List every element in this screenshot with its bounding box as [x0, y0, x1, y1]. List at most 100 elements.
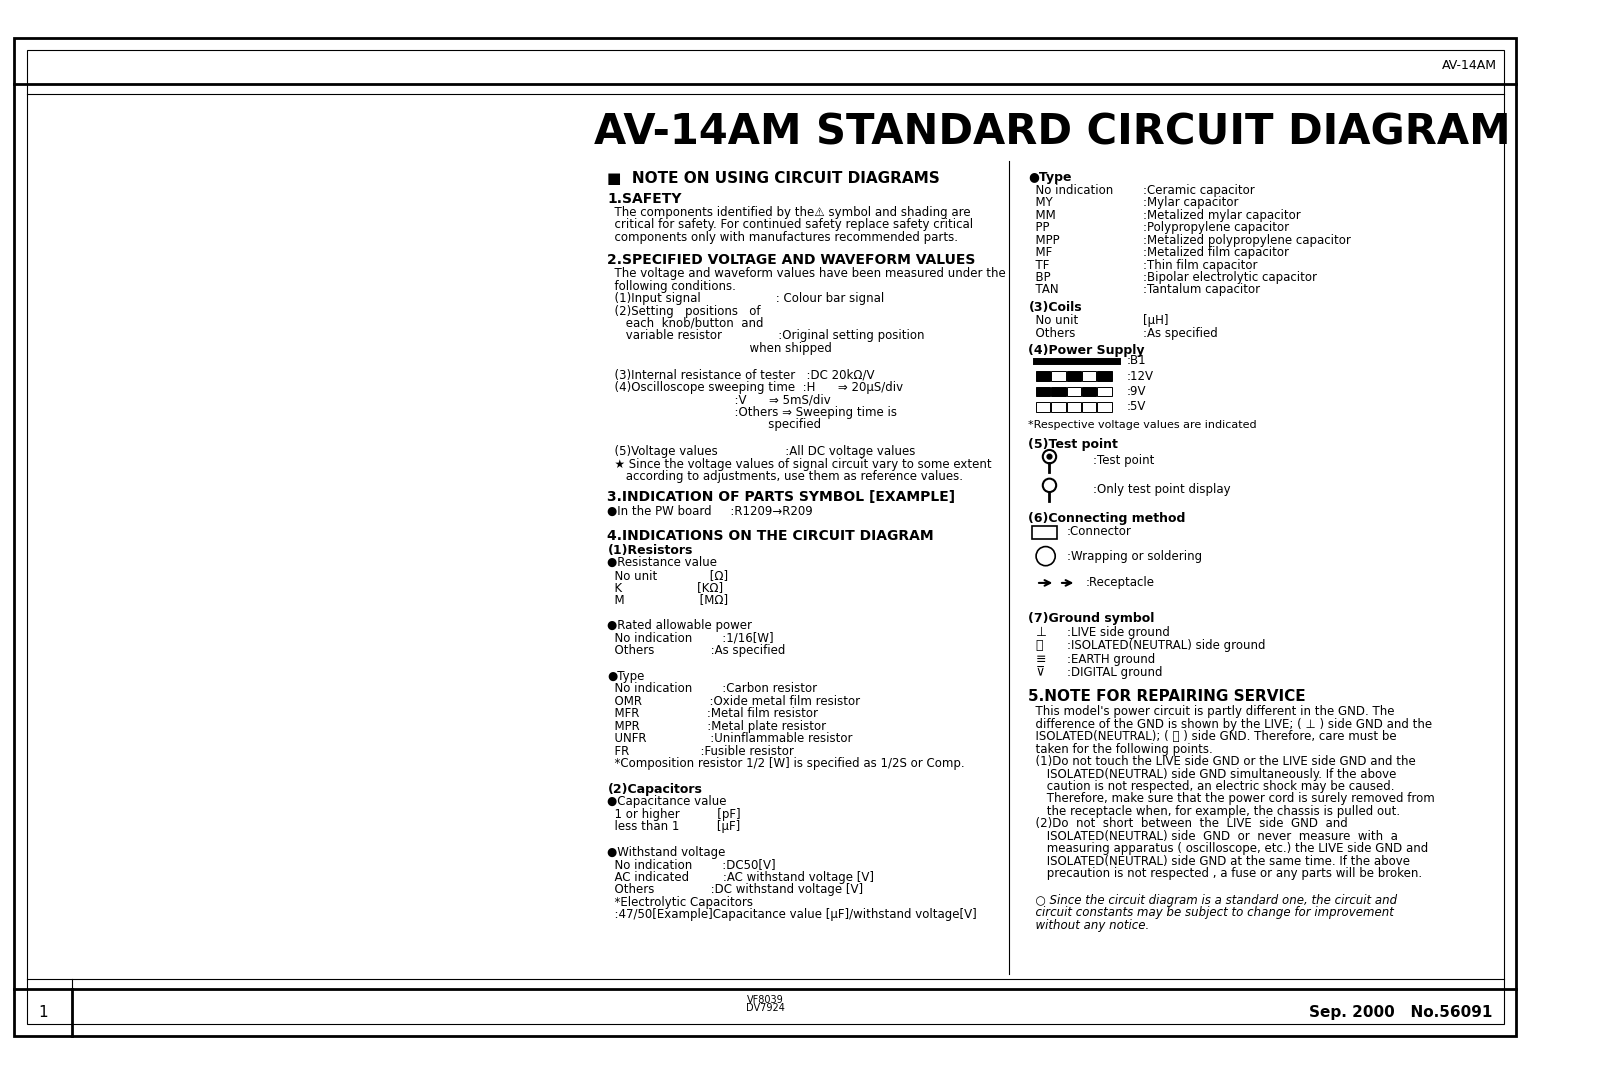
Text: :Tantalum capacitor: :Tantalum capacitor	[1144, 284, 1261, 296]
Text: (1)Do not touch the LIVE side GND or the LIVE side GND and the: (1)Do not touch the LIVE side GND or the…	[1029, 755, 1416, 768]
Text: ●In the PW board     :R1209→R209: ●In the PW board :R1209→R209	[608, 505, 813, 518]
Text: 1: 1	[38, 1005, 48, 1020]
Bar	[1067, 402, 1082, 411]
Text: difference of the GND is shown by the LIVE; ( ⊥ ) side GND and the: difference of the GND is shown by the LI…	[1029, 717, 1432, 730]
Text: (2)Do  not  short  between  the  LIVE  side  GND  and: (2)Do not short between the LIVE side GN…	[1029, 817, 1349, 830]
Text: :Mylar capacitor: :Mylar capacitor	[1144, 197, 1238, 209]
Text: ISOLATED(NEUTRAL) side  GND  or  never  measure  with  a: ISOLATED(NEUTRAL) side GND or never meas…	[1029, 830, 1398, 843]
Text: 4.INDICATIONS ON THE CIRCUIT DIAGRAM: 4.INDICATIONS ON THE CIRCUIT DIAGRAM	[608, 529, 934, 543]
Text: ●Withstand voltage: ●Withstand voltage	[608, 846, 726, 859]
Text: :Only test point display: :Only test point display	[1093, 482, 1230, 496]
Text: :Metalized polypropylene capacitor: :Metalized polypropylene capacitor	[1144, 234, 1350, 247]
Text: the receptacle when, for example, the chassis is pulled out.: the receptacle when, for example, the ch…	[1029, 804, 1400, 818]
Text: BP: BP	[1029, 271, 1051, 284]
Text: :Metalized film capacitor: :Metalized film capacitor	[1144, 246, 1290, 259]
Bar	[1037, 402, 1051, 411]
Text: No indication        :1/16[W]: No indication :1/16[W]	[608, 632, 774, 644]
Text: ●Type: ●Type	[1029, 171, 1072, 184]
Text: AC indicated         :AC withstand voltage [V]: AC indicated :AC withstand voltage [V]	[608, 871, 875, 884]
Text: circuit constants may be subject to change for improvement: circuit constants may be subject to chan…	[1029, 906, 1394, 919]
Text: M                    [MΩ]: M [MΩ]	[608, 594, 728, 607]
Text: precaution is not respected , a fuse or any parts will be broken.: precaution is not respected , a fuse or …	[1029, 867, 1422, 880]
Text: MY: MY	[1029, 197, 1053, 209]
Text: :Connector: :Connector	[1067, 525, 1131, 538]
Text: :Wrapping or soldering: :Wrapping or soldering	[1067, 550, 1202, 563]
Text: UNFR                 :Uninflammable resistor: UNFR :Uninflammable resistor	[608, 732, 853, 745]
Text: (6)Connecting method: (6)Connecting method	[1029, 512, 1186, 525]
Text: ISOLATED(NEUTRAL); ( ⨳ ) side GND. Therefore, care must be: ISOLATED(NEUTRAL); ( ⨳ ) side GND. There…	[1029, 730, 1397, 743]
Text: :9V: :9V	[1126, 386, 1147, 398]
Text: :DIGITAL ground: :DIGITAL ground	[1067, 666, 1162, 679]
Text: VF8039: VF8039	[747, 996, 784, 1005]
Text: (3)Internal resistance of tester   :DC 20kΩ/V: (3)Internal resistance of tester :DC 20k…	[608, 368, 875, 381]
Text: AV-14AM: AV-14AM	[1442, 59, 1498, 72]
Text: ≡: ≡	[1029, 653, 1046, 666]
Text: measuring apparatus ( oscilloscope, etc.) the LIVE side GND and: measuring apparatus ( oscilloscope, etc.…	[1029, 842, 1429, 855]
Text: DV7924: DV7924	[746, 1003, 784, 1013]
Text: Others               :DC withstand voltage [V]: Others :DC withstand voltage [V]	[608, 883, 864, 897]
Bar	[1051, 402, 1066, 411]
Text: when shipped: when shipped	[608, 342, 832, 354]
Text: MPR                  :Metal plate resistor: MPR :Metal plate resistor	[608, 720, 827, 732]
Text: each  knob/button  and: each knob/button and	[608, 317, 763, 330]
Text: (7)Ground symbol: (7)Ground symbol	[1029, 611, 1155, 625]
Text: according to adjustments, use them as reference values.: according to adjustments, use them as re…	[608, 470, 963, 483]
Bar	[1082, 402, 1096, 411]
Text: :Others ⇒ Sweeping time is: :Others ⇒ Sweeping time is	[608, 406, 898, 419]
Text: No unit: No unit	[1029, 314, 1078, 328]
Text: MPP: MPP	[1029, 234, 1061, 247]
Text: ⊽: ⊽	[1029, 666, 1045, 679]
Text: :LIVE side ground: :LIVE side ground	[1067, 626, 1170, 639]
Text: ●Resistance value: ●Resistance value	[608, 556, 717, 569]
Text: ⨳: ⨳	[1029, 639, 1043, 652]
Text: PP: PP	[1029, 221, 1050, 234]
Text: ISOLATED(NEUTRAL) side GND simultaneously. If the above: ISOLATED(NEUTRAL) side GND simultaneousl…	[1029, 768, 1397, 781]
Text: [μH]: [μH]	[1144, 314, 1168, 328]
Bar	[1067, 387, 1082, 396]
Text: MF: MF	[1029, 246, 1053, 259]
Text: Sep. 2000   No.56091: Sep. 2000 No.56091	[1309, 1005, 1493, 1020]
Text: *Respective voltage values are indicated: *Respective voltage values are indicated	[1029, 420, 1258, 431]
Text: ■  NOTE ON USING CIRCUIT DIAGRAMS: ■ NOTE ON USING CIRCUIT DIAGRAMS	[608, 171, 941, 186]
Bar	[1051, 387, 1066, 396]
Text: (4)Oscilloscope sweeping time  :H      ⇒ 20μS/div: (4)Oscilloscope sweeping time :H ⇒ 20μS/…	[608, 381, 904, 394]
Text: (2)Capacitors: (2)Capacitors	[608, 783, 702, 796]
Text: (5)Voltage values                  :All DC voltage values: (5)Voltage values :All DC voltage values	[608, 445, 915, 459]
Text: :V      ⇒ 5mS/div: :V ⇒ 5mS/div	[608, 393, 832, 406]
Text: 5.NOTE FOR REPAIRING SERVICE: 5.NOTE FOR REPAIRING SERVICE	[1029, 690, 1306, 705]
Text: components only with manufactures recommended parts.: components only with manufactures recomm…	[608, 231, 958, 244]
Bar	[1037, 387, 1051, 396]
Text: :Polypropylene capacitor: :Polypropylene capacitor	[1144, 221, 1290, 234]
Text: (3)Coils: (3)Coils	[1029, 301, 1082, 314]
Text: (4)Power Supply: (4)Power Supply	[1029, 344, 1146, 357]
Text: Others: Others	[1029, 326, 1075, 339]
Text: :Ceramic capacitor: :Ceramic capacitor	[1144, 184, 1254, 197]
Text: (1)Resistors: (1)Resistors	[608, 543, 693, 556]
Text: following conditions.: following conditions.	[608, 279, 736, 292]
Bar	[1032, 525, 1058, 539]
Text: OMR                  :Oxide metal film resistor: OMR :Oxide metal film resistor	[608, 695, 861, 708]
Bar	[1082, 372, 1096, 381]
Text: No indication        :Carbon resistor: No indication :Carbon resistor	[608, 682, 818, 696]
Text: (5)Test point: (5)Test point	[1029, 437, 1118, 450]
Text: *Electrolytic Capacitors: *Electrolytic Capacitors	[608, 896, 754, 909]
Text: :B1: :B1	[1126, 354, 1147, 367]
Text: :Bipolar electrolytic capacitor: :Bipolar electrolytic capacitor	[1144, 271, 1317, 284]
Text: ISOLATED(NEUTRAL) side GND at the same time. If the above: ISOLATED(NEUTRAL) side GND at the same t…	[1029, 855, 1411, 868]
Bar	[1051, 372, 1066, 381]
Text: ●Type: ●Type	[608, 670, 645, 683]
Text: The components identified by the⚠ symbol and shading are: The components identified by the⚠ symbol…	[608, 206, 971, 219]
Text: This model's power circuit is partly different in the GND. The: This model's power circuit is partly dif…	[1029, 706, 1395, 719]
Text: (2)Setting   positions   of: (2)Setting positions of	[608, 305, 762, 318]
Text: 2.SPECIFIED VOLTAGE AND WAVEFORM VALUES: 2.SPECIFIED VOLTAGE AND WAVEFORM VALUES	[608, 252, 976, 266]
Text: ○ Since the circuit diagram is a standard one, the circuit and: ○ Since the circuit diagram is a standar…	[1029, 894, 1397, 906]
Text: TF: TF	[1029, 259, 1050, 272]
Bar	[1098, 387, 1112, 396]
Text: AV-14AM STANDARD CIRCUIT DIAGRAM: AV-14AM STANDARD CIRCUIT DIAGRAM	[594, 112, 1510, 154]
Text: No indication: No indication	[1029, 184, 1114, 197]
Text: taken for the following points.: taken for the following points.	[1029, 743, 1213, 756]
Text: *Composition resistor 1/2 [W] is specified as 1/2S or Comp.: *Composition resistor 1/2 [W] is specifi…	[608, 757, 965, 770]
Bar	[1082, 387, 1096, 396]
Text: ⊥: ⊥	[1029, 626, 1048, 639]
Text: critical for safety. For continued safety replace safety critical: critical for safety. For continued safet…	[608, 218, 974, 231]
